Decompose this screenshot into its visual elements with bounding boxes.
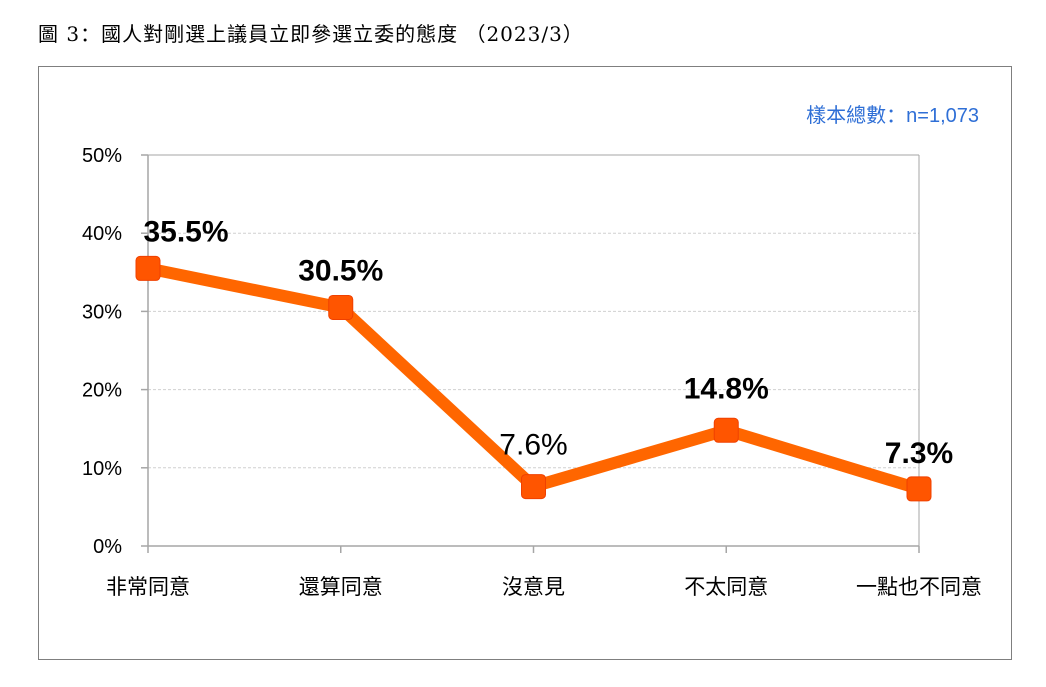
axes [141, 154, 920, 553]
x-category-label: 不太同意 [684, 576, 768, 599]
data-label: 7.6% [499, 429, 567, 462]
y-tick-label: 20% [82, 380, 122, 402]
data-label: 14.8% [684, 372, 769, 405]
y-axis-tick-labels: 0% 10% 20% 30% 40% 50% [82, 145, 122, 558]
y-tick-label: 10% [82, 458, 122, 480]
data-label: 35.5% [143, 215, 228, 248]
chart-frame: 樣本總數：n=1,073 0% 10% 20% 30% 40% 50% 非常同意 還算同意 沒… [38, 66, 1012, 660]
data-labels: 35.5% 30.5% 7.6% 14.8% 7.3% [143, 215, 953, 470]
y-tick-label: 40% [82, 223, 122, 245]
x-category-label: 沒意見 [502, 576, 565, 599]
x-category-label: 非常同意 [106, 576, 190, 599]
x-axis-category-labels: 非常同意 還算同意 沒意見 不太同意 一點也不同意 [106, 576, 982, 599]
y-tick-label: 30% [82, 301, 122, 323]
x-category-label: 一點也不同意 [856, 576, 982, 599]
sample-size-note: 樣本總數：n=1,073 [806, 105, 979, 127]
data-marker [713, 417, 739, 443]
line-chart: 0%10%20%30%40%50% 非常同意 還算同意 沒意見 不太同意 一點也不同意 … [82, 145, 982, 599]
y-tick-label: 50% [82, 145, 122, 167]
data-marker [906, 476, 932, 502]
figure-title: 圖 3：國人對剛選上議員立即參選立委的態度 （2023/3） [38, 22, 584, 46]
data-marker [135, 255, 161, 281]
gridlines [148, 154, 919, 469]
y-tick-label: 0% [93, 536, 122, 558]
data-markers [135, 255, 932, 502]
data-label: 7.3% [885, 437, 953, 470]
x-category-label: 還算同意 [299, 576, 383, 599]
data-label: 30.5% [298, 254, 383, 287]
data-marker [328, 294, 354, 320]
data-marker [521, 474, 546, 500]
